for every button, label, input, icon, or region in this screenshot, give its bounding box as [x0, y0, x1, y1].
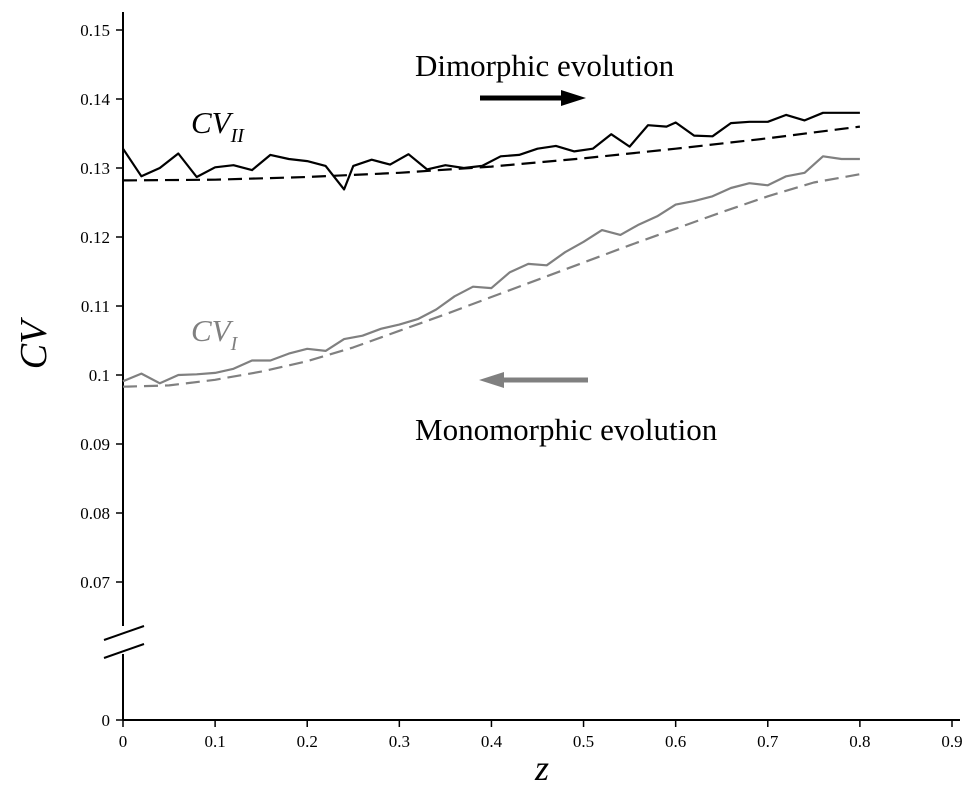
y-tick-label: 0.15 — [80, 21, 110, 40]
x-tick-label: 0 — [119, 732, 128, 751]
y-tick-label: 0.08 — [80, 504, 110, 523]
y-tick-label: 0.1 — [89, 366, 110, 385]
x-tick-label: 0.3 — [389, 732, 410, 751]
y-tick-label: 0.07 — [80, 573, 110, 592]
y-tick-label: 0.14 — [80, 90, 110, 109]
x-tick-label: 0.9 — [941, 732, 962, 751]
cv1-series-label: CVI — [191, 313, 239, 355]
x-tick-label: 0.6 — [665, 732, 686, 751]
x-tick-label: 0.5 — [573, 732, 594, 751]
cv2-sim-line — [122, 111, 860, 191]
dimorphic-annotation: Dimorphic evolution — [415, 48, 675, 83]
x-tick-label: 0.4 — [481, 732, 503, 751]
x-tick-label: 0.7 — [757, 732, 779, 751]
y-tick-label: 0.09 — [80, 435, 110, 454]
axis-break-marker — [103, 625, 145, 659]
cv2-label-sub: II — [230, 125, 246, 147]
cv1-sim-line — [122, 155, 860, 385]
y-ticks: 0 0.07 0.08 0.09 0.1 0.11 0.12 0.13 0.14 0.15 — [80, 21, 123, 730]
left-arrow-icon — [479, 372, 588, 388]
cv1-label-main: CV — [191, 313, 234, 348]
right-arrow-icon — [480, 90, 586, 106]
cv1-fit-line — [122, 173, 861, 388]
cv2-series-label: CVII — [191, 105, 245, 147]
x-tick-label: 0.2 — [297, 732, 318, 751]
x-tick-label: 0.1 — [204, 732, 225, 751]
series-layer — [122, 111, 861, 388]
x-axis-title: z — [534, 748, 549, 788]
y-tick-label: 0.11 — [81, 297, 110, 316]
y-tick-label: 0.12 — [80, 228, 110, 247]
cv2-label-main: CV — [191, 105, 234, 140]
x-ticks: 0 0.1 0.2 0.3 0.4 0.5 0.6 0.7 0.8 0.9 — [119, 720, 963, 751]
cv2-fit-line — [122, 125, 861, 182]
y-tick-label: 0.13 — [80, 159, 110, 178]
x-tick-label: 0.8 — [849, 732, 870, 751]
y-tick-label: 0 — [102, 711, 111, 730]
y-axis-title: CV — [13, 317, 55, 369]
axes — [103, 12, 960, 721]
cv1-label-sub: I — [230, 333, 239, 355]
monomorphic-annotation: Monomorphic evolution — [415, 412, 718, 447]
